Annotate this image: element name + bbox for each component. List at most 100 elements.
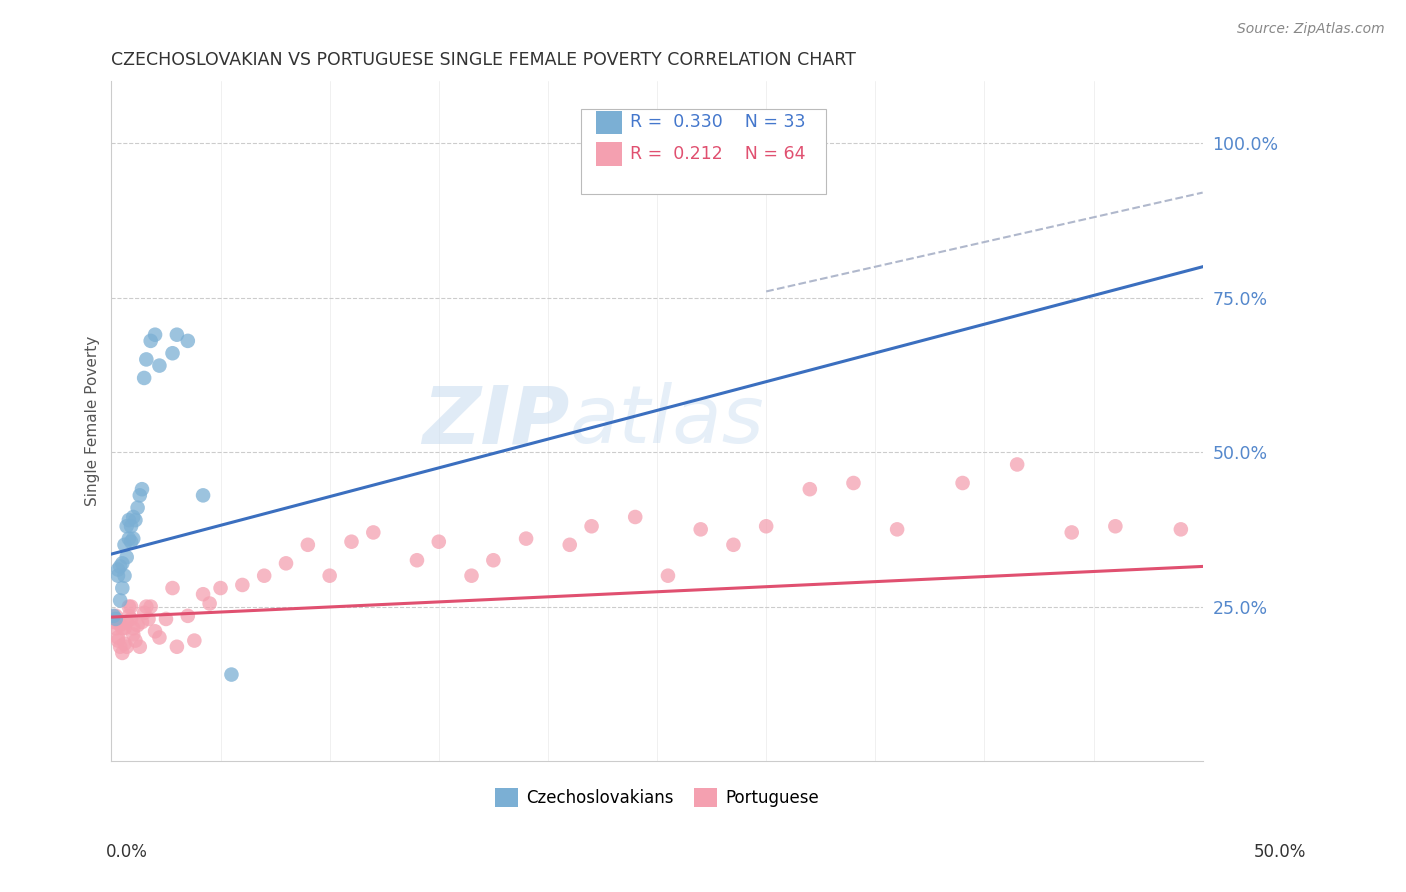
Point	[108, 640, 131, 654]
Point	[120, 599, 142, 614]
Legend: Czechoslovakians, Portuguese: Czechoslovakians, Portuguese	[488, 781, 825, 814]
Point	[122, 627, 145, 641]
Point	[148, 631, 170, 645]
Point	[143, 327, 166, 342]
Point	[198, 597, 221, 611]
Point	[1005, 458, 1028, 472]
Point	[135, 599, 157, 614]
Point	[340, 534, 363, 549]
Text: R =  0.212    N = 64: R = 0.212 N = 64	[630, 145, 806, 162]
Point	[221, 667, 243, 681]
Point	[231, 578, 253, 592]
Point	[120, 534, 142, 549]
Point	[1060, 525, 1083, 540]
Point	[111, 557, 134, 571]
Point	[118, 599, 141, 614]
Point	[1170, 522, 1192, 536]
Point	[253, 568, 276, 582]
Y-axis label: Single Female Poverty: Single Female Poverty	[86, 336, 100, 507]
Text: ZIP: ZIP	[422, 382, 569, 460]
Text: 0.0%: 0.0%	[105, 843, 148, 861]
Point	[127, 500, 149, 515]
Point	[191, 488, 214, 502]
Point	[118, 513, 141, 527]
Point	[209, 581, 232, 595]
Point	[139, 599, 162, 614]
Point	[104, 621, 127, 635]
Point	[104, 612, 127, 626]
Point	[166, 640, 188, 654]
Point	[482, 553, 505, 567]
Point	[108, 559, 131, 574]
Point	[115, 519, 138, 533]
Point	[143, 624, 166, 639]
Point	[515, 532, 537, 546]
Point	[131, 482, 153, 496]
Point	[103, 615, 125, 629]
Text: atlas: atlas	[569, 382, 765, 460]
Point	[657, 568, 679, 582]
Point	[162, 346, 184, 360]
Point	[1104, 519, 1126, 533]
Point	[107, 631, 129, 645]
Point	[114, 568, 136, 582]
Point	[842, 475, 865, 490]
FancyBboxPatch shape	[596, 142, 621, 166]
Point	[799, 482, 821, 496]
Point	[122, 621, 145, 635]
Point	[114, 621, 136, 635]
Point	[177, 608, 200, 623]
Point	[755, 519, 778, 533]
Point	[581, 519, 603, 533]
FancyBboxPatch shape	[596, 111, 621, 135]
Point	[177, 334, 200, 348]
Point	[624, 510, 647, 524]
Point	[135, 352, 157, 367]
Point	[406, 553, 429, 567]
Point	[120, 519, 142, 533]
Point	[274, 557, 297, 571]
Point	[124, 633, 146, 648]
Point	[689, 522, 711, 536]
Point	[138, 612, 160, 626]
Point	[668, 152, 690, 166]
FancyBboxPatch shape	[581, 109, 827, 194]
Point	[104, 608, 127, 623]
Point	[460, 568, 482, 582]
Text: CZECHOSLOVAKIAN VS PORTUGUESE SINGLE FEMALE POVERTY CORRELATION CHART: CZECHOSLOVAKIAN VS PORTUGUESE SINGLE FEM…	[111, 51, 856, 69]
Point	[558, 538, 581, 552]
Point	[191, 587, 214, 601]
Point	[107, 562, 129, 576]
Point	[114, 538, 136, 552]
Point	[124, 513, 146, 527]
Point	[122, 532, 145, 546]
Text: Source: ZipAtlas.com: Source: ZipAtlas.com	[1237, 22, 1385, 37]
Point	[134, 606, 156, 620]
Point	[131, 615, 153, 629]
Point	[297, 538, 319, 552]
Point	[427, 534, 450, 549]
Point	[115, 640, 138, 654]
Point	[128, 640, 150, 654]
Point	[111, 581, 134, 595]
Text: 50.0%: 50.0%	[1253, 843, 1306, 861]
Point	[139, 334, 162, 348]
Point	[115, 550, 138, 565]
Point	[108, 593, 131, 607]
Point	[103, 608, 125, 623]
Point	[115, 615, 138, 629]
Point	[107, 568, 129, 582]
Point	[363, 525, 385, 540]
Point	[952, 475, 974, 490]
Point	[108, 618, 131, 632]
Point	[318, 568, 340, 582]
Point	[111, 621, 134, 635]
Point	[134, 371, 156, 385]
Point	[155, 612, 177, 626]
Point	[118, 532, 141, 546]
Point	[148, 359, 170, 373]
Point	[118, 608, 141, 623]
Point	[162, 581, 184, 595]
Point	[183, 633, 205, 648]
Point	[166, 327, 188, 342]
